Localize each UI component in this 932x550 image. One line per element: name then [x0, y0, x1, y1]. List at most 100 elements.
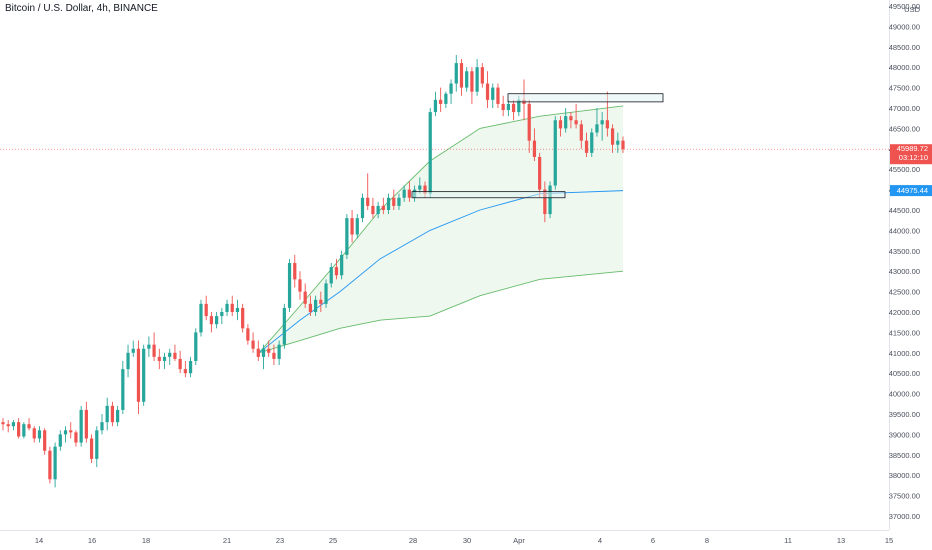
candle: [110, 401, 115, 427]
band-fill: [259, 105, 623, 353]
candle: [256, 340, 260, 361]
currency-label: USD: [904, 5, 920, 14]
candle: [220, 307, 224, 325]
zone-box[interactable]: [411, 191, 566, 199]
candle: [439, 87, 443, 113]
price-tick-label: 49000.00: [889, 22, 920, 31]
candle: [126, 344, 130, 378]
price-tick-label: 47000.00: [889, 104, 920, 113]
candle: [178, 350, 182, 374]
price-tick-label: 44500.00: [889, 206, 920, 215]
candle: [574, 103, 578, 129]
candle: [527, 99, 531, 153]
candle: [188, 356, 193, 378]
candle: [63, 426, 68, 443]
candle: [595, 108, 599, 137]
candle: [538, 152, 542, 198]
candle: [381, 197, 385, 215]
price-tick-label: 42000.00: [889, 308, 920, 317]
candle: [168, 348, 172, 366]
candle: [376, 201, 380, 219]
candle: [548, 181, 552, 219]
candle: [209, 312, 214, 333]
price-axis[interactable]: 49500.00 49000.00 48500.00 48000.00 47500.00…: [889, 2, 920, 521]
time-tick-label: 30: [463, 536, 471, 545]
candle: [532, 128, 537, 162]
candle: [298, 271, 302, 300]
candle: [444, 91, 448, 108]
price-tick-label: 40500.00: [889, 369, 920, 378]
candle: [303, 283, 307, 308]
candle: [95, 426, 99, 468]
candle: [121, 360, 125, 414]
price-tick-label: 46500.00: [889, 124, 920, 133]
time-tick-label: 15: [885, 536, 893, 545]
candle: [569, 112, 573, 129]
candle-countdown: 03:12:10: [899, 153, 928, 162]
candle: [157, 348, 161, 370]
candle: [491, 83, 495, 108]
candle: [511, 99, 516, 121]
candle: [454, 54, 458, 92]
time-tick-label: 28: [409, 536, 417, 545]
chart-title: Bitcoin / U.S. Dollar, 4h, BINANCE: [5, 3, 158, 14]
time-tick-label: 23: [276, 536, 284, 545]
candle: [501, 95, 505, 117]
candle: [74, 430, 78, 447]
candle: [287, 258, 292, 312]
candle: [282, 303, 286, 349]
price-tick-label: 48000.00: [889, 63, 920, 72]
candle: [340, 250, 344, 280]
candle: [43, 428, 47, 455]
candle: [485, 71, 490, 108]
zone-layer: [411, 93, 664, 199]
candle: [449, 79, 453, 104]
zone-box[interactable]: [507, 93, 664, 103]
candle: [579, 120, 583, 149]
price-tick-label: 41000.00: [889, 349, 920, 358]
price-tick-label: 38000.00: [889, 471, 920, 480]
lower-band-line: [258, 270, 624, 354]
candle: [230, 295, 234, 317]
candle: [308, 295, 313, 317]
candle: [616, 132, 620, 153]
candle: [366, 173, 370, 210]
price-tick-label: 37000.00: [889, 512, 920, 521]
vwap-badge: [890, 185, 932, 197]
price-tick-label: 44000.00: [889, 226, 920, 235]
candle: [116, 405, 120, 427]
price-tick-label: 45500.00: [889, 165, 920, 174]
candle: [407, 181, 412, 202]
time-tick-label: 8: [705, 536, 709, 545]
candle: [397, 193, 401, 210]
time-axis[interactable]: 14 16 18 21 23 25 28 30 Apr 4 6 8 11 13 15: [35, 536, 893, 545]
time-tick-label: 18: [142, 536, 150, 545]
candle: [558, 116, 563, 137]
price-tick-label: 38500.00: [889, 451, 920, 460]
candle: [600, 112, 604, 141]
candle: [267, 340, 271, 357]
candle: [48, 446, 52, 484]
candle: [37, 426, 42, 443]
candle: [621, 136, 625, 153]
candle: [319, 291, 323, 312]
candle: [79, 405, 83, 447]
candle: [334, 258, 339, 280]
candle: [470, 67, 474, 104]
candle: [418, 177, 422, 194]
price-badges: 45989.72 03:12:10 44975.44: [890, 144, 932, 197]
candle: [17, 418, 21, 439]
candle: [53, 442, 57, 488]
time-tick-label: 21: [223, 536, 231, 545]
candle: [173, 344, 177, 361]
price-tick-label: 39500.00: [889, 410, 920, 419]
time-tick-label: 16: [88, 536, 96, 545]
candle: [251, 332, 255, 353]
candle: [590, 128, 594, 157]
candle: [610, 124, 615, 153]
candle: [152, 332, 156, 361]
candle: [480, 63, 484, 88]
candle: [235, 299, 240, 321]
price-tick-label: 48500.00: [889, 43, 920, 52]
